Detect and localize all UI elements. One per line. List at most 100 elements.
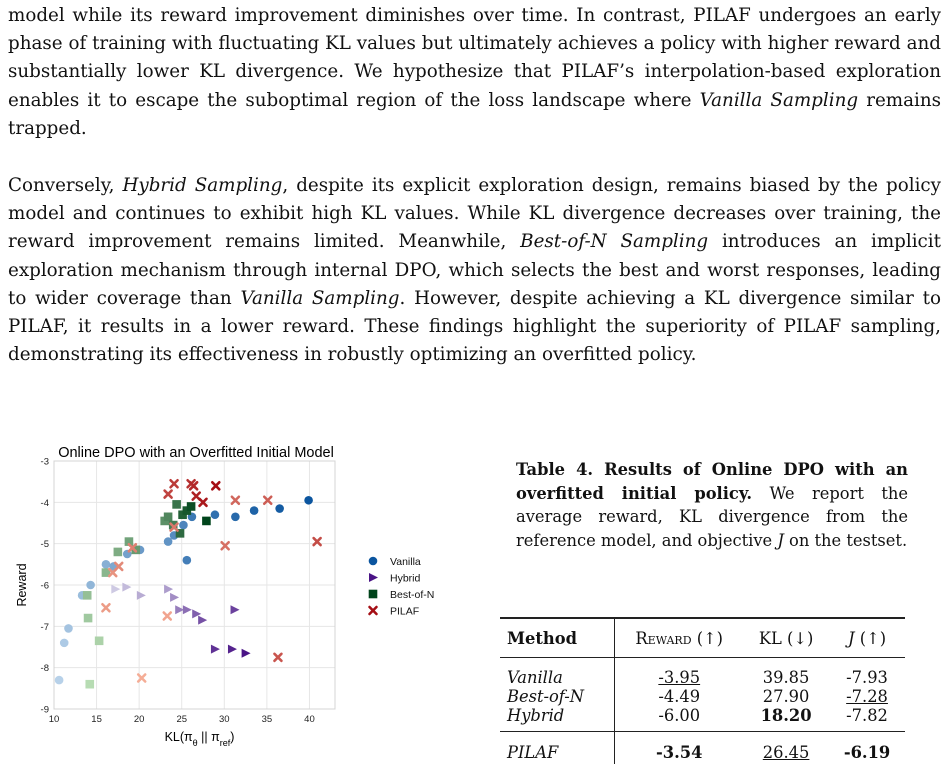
table-row: PILAF -3.54 26.45 -6.19 xyxy=(500,731,905,764)
data-point xyxy=(113,547,123,557)
cell-method: Best-of-N xyxy=(500,687,616,706)
italic-term: Best-of-N Sampling xyxy=(520,231,709,253)
header-method: Method xyxy=(500,618,616,658)
cell-j: -7.93 xyxy=(846,668,888,687)
x-axis-label: KL(πθ || πref) xyxy=(165,730,235,748)
legend-label: Vanilla xyxy=(390,556,421,568)
data-point xyxy=(210,510,220,520)
text-segment: model while its reward improvement dimin… xyxy=(8,5,941,111)
data-point xyxy=(230,605,240,615)
legend-label: Hybrid xyxy=(390,573,421,585)
data-point xyxy=(101,602,111,613)
table-caption: Table 4. Results of Online DPO with an o… xyxy=(516,458,908,552)
table-row: Best-of-N -4.49 27.90 -7.28 xyxy=(500,687,905,706)
data-point xyxy=(202,516,211,526)
cell-kl: 27.90 xyxy=(762,687,810,706)
data-point xyxy=(170,592,180,602)
grid xyxy=(53,460,336,710)
y-tick-label: -7 xyxy=(41,622,49,633)
data-point xyxy=(188,481,199,491)
text-segment: introduces an implicit exploration mecha… xyxy=(8,231,941,309)
text-segment: . However, despite achieving a KL diverg… xyxy=(8,287,942,366)
data-point xyxy=(249,506,259,515)
data-point xyxy=(210,481,221,491)
cell-reward: -3.54 xyxy=(656,742,703,762)
data-point xyxy=(182,605,192,615)
data-points xyxy=(54,478,322,689)
x-tick-label: 35 xyxy=(262,714,273,725)
scatter-chart: Online DPO with an Overfitted Initial Mo… xyxy=(2,440,472,771)
header-j: J (↑) xyxy=(848,628,887,648)
legend-item: Vanilla xyxy=(368,556,421,568)
data-point xyxy=(262,495,273,506)
cell-kl: 18.20 xyxy=(760,706,812,725)
data-point xyxy=(198,615,208,625)
legend-label: Best-of-N xyxy=(390,589,434,601)
data-point xyxy=(186,502,196,511)
paragraph-2: Conversely, Hybrid Sampling, despite its… xyxy=(8,172,941,369)
legend: Vanilla Hybrid Best-of-N PILAF xyxy=(368,556,434,618)
legend-label: PILAF xyxy=(390,606,419,618)
cell-method: Vanilla xyxy=(500,657,616,687)
y-tick-label: -9 xyxy=(41,705,49,716)
data-point xyxy=(231,512,240,522)
data-point xyxy=(179,520,188,530)
legend-marker xyxy=(369,573,378,582)
italic-term: Vanilla Sampling xyxy=(699,89,859,111)
paragraph-1: model while its reward improvement dimin… xyxy=(8,2,941,143)
data-point xyxy=(275,504,284,513)
legend-item: PILAF xyxy=(368,605,419,618)
caption-text: on the testset. xyxy=(783,530,908,550)
data-point xyxy=(312,536,322,547)
cell-reward: -4.49 xyxy=(658,687,701,706)
x-tick-label: 10 xyxy=(49,714,60,725)
x-tick-label: 40 xyxy=(304,714,315,725)
plot-border xyxy=(53,460,336,710)
y-tick-label: -6 xyxy=(41,581,49,592)
data-point xyxy=(113,561,124,572)
data-point xyxy=(101,568,111,577)
series-hybrid xyxy=(111,582,251,658)
data-point xyxy=(111,584,121,594)
legend-item: Best-of-N xyxy=(368,589,434,601)
data-point xyxy=(59,638,69,648)
cell-kl: 39.85 xyxy=(762,668,810,687)
data-point xyxy=(127,543,138,553)
cell-method: Hybrid xyxy=(500,706,616,732)
data-point xyxy=(85,679,95,689)
data-point xyxy=(198,497,208,508)
data-point xyxy=(124,537,134,546)
data-point xyxy=(169,522,179,532)
data-point xyxy=(164,584,174,594)
data-point xyxy=(220,540,230,551)
x-tick-label: 25 xyxy=(176,714,187,725)
y-tick-label: -4 xyxy=(41,498,49,509)
data-point xyxy=(82,591,92,600)
x-tick-label: 30 xyxy=(219,714,230,725)
legend-marker xyxy=(368,589,378,599)
data-point xyxy=(175,529,185,538)
data-point xyxy=(182,555,192,565)
header-reward: Reward (↑) xyxy=(635,628,724,648)
data-point xyxy=(94,636,104,646)
y-axis-label: Reward xyxy=(15,563,29,606)
table-row: Hybrid -6.00 18.20 -7.82 xyxy=(500,706,905,732)
text-segment: remains trapped. xyxy=(8,89,942,139)
tick-labels: 10 15 20 25 30 35 40 -9 -8 -7 -6 -5 -4 -3 xyxy=(41,457,315,726)
text-segment: , despite its explicit exploration desig… xyxy=(8,175,941,253)
data-point xyxy=(273,652,283,663)
cell-method: PILAF xyxy=(500,731,616,764)
data-point xyxy=(163,537,173,546)
data-point xyxy=(162,611,173,621)
table-header-row: Method Reward (↑) KL (↓) J (↑) xyxy=(500,618,905,658)
data-point xyxy=(101,560,111,569)
legend-marker xyxy=(368,605,378,616)
data-point xyxy=(86,580,95,590)
data-point xyxy=(54,675,64,685)
data-point xyxy=(169,478,179,489)
results-table: Method Reward (↑) KL (↓) J (↑) Vanilla -… xyxy=(500,617,905,764)
cell-kl: 26.45 xyxy=(762,742,810,762)
legend-marker xyxy=(368,556,378,566)
cell-j: -7.82 xyxy=(846,706,888,725)
data-point xyxy=(230,495,241,506)
